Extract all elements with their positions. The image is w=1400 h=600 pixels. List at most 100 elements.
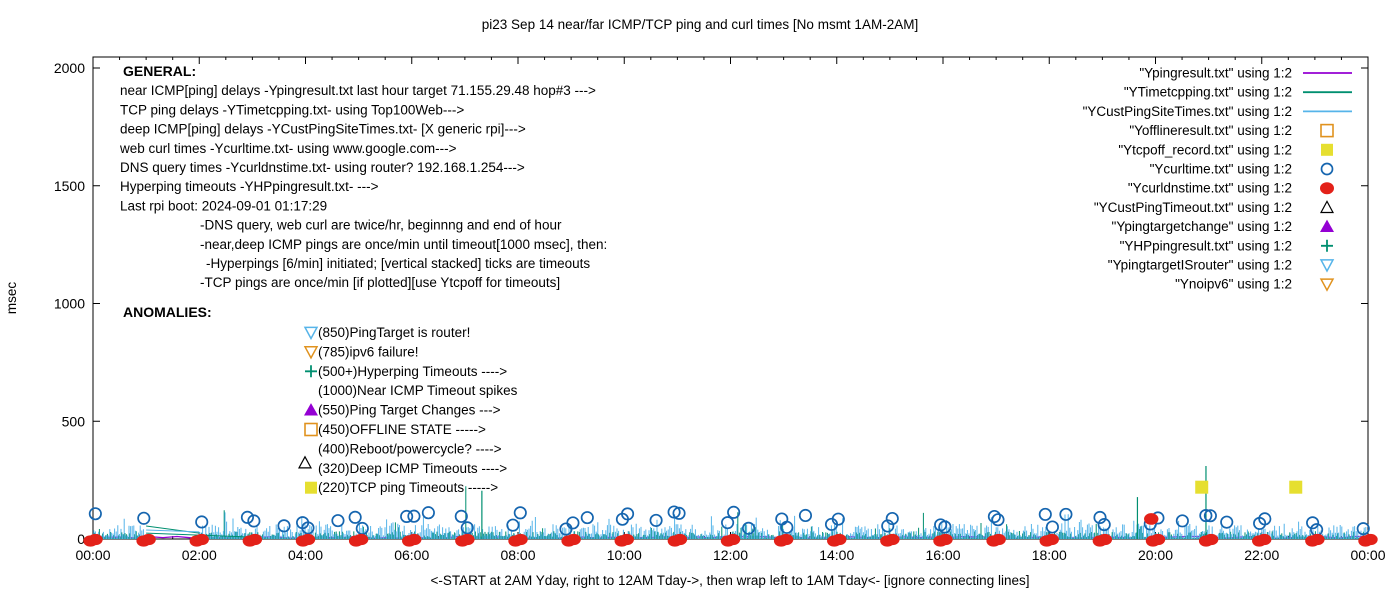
x-tick-label: 00:00 (1350, 547, 1385, 563)
anomaly-line: (785)ipv6 failure! (318, 344, 419, 359)
curl-time-point (938, 520, 952, 534)
legend-item-label: "Yofflineresult.txt" using 1:2 (1129, 123, 1292, 138)
general-line: DNS query times -Ycurldnstime.txt- using… (120, 160, 525, 175)
general-line: Last rpi boot: 2024-09-01 01:17:29 (120, 198, 327, 213)
dns-time-point (672, 533, 688, 546)
anomaly-marker (304, 403, 318, 416)
dns-time-point (991, 533, 1006, 546)
dns-time-point (353, 533, 369, 546)
curl-time-point (566, 516, 580, 530)
dns-time-point (1097, 533, 1113, 546)
anomaly-marker (304, 422, 318, 437)
legend-marker-sample (1319, 259, 1335, 273)
legend-item-label: "Ycurltime.txt" using 1:2 (1150, 162, 1292, 177)
x-tick-label: 10:00 (607, 547, 642, 563)
dns-time-point (1203, 533, 1219, 546)
y-tick-label: 500 (62, 413, 86, 429)
curl-time-point (1093, 510, 1107, 525)
curl-time-point (621, 507, 635, 521)
curl-time-point (247, 514, 261, 528)
curl-time-point (1199, 509, 1213, 523)
legend-item-label: "Ynoipv6" using 1:2 (1175, 277, 1292, 292)
y-tick-label: 0 (77, 531, 85, 547)
curl-time-point (137, 511, 151, 525)
y-tick-label: 2000 (54, 60, 85, 76)
legend-marker-sample (1320, 182, 1334, 195)
curl-time-point (454, 509, 468, 523)
anomaly-line: (550)Ping Target Changes ---> (318, 403, 501, 418)
curl-time-point (513, 506, 527, 520)
legend-marker-sample (1320, 162, 1334, 176)
tcp-timeout-point (1289, 480, 1303, 494)
x-tick-label: 16:00 (925, 547, 960, 563)
legend: "Ypingresult.txt" using 1:2 "YTimetcpping… (1083, 66, 1352, 292)
dns-time-outlier (1144, 513, 1159, 525)
curl-time-point (1038, 507, 1052, 521)
curl-time-point (506, 518, 520, 532)
curl-time-point (1203, 509, 1217, 523)
legend-marker-sample (1320, 219, 1334, 232)
legend-item-label: "YCustPingSiteTimes.txt" using 1:2 (1083, 104, 1292, 119)
x-tick-label: 18:00 (1032, 547, 1067, 563)
x-tick-label: 02:00 (182, 547, 217, 563)
curl-time-point (721, 516, 735, 530)
curl-time-point (240, 510, 254, 524)
dns-time-point (407, 533, 422, 546)
dns-time-point (725, 533, 741, 546)
curl-time-point (348, 510, 362, 524)
anomaly-marker (297, 455, 313, 469)
curl-time-point (1258, 512, 1272, 526)
legend-item-label: "YpingtargetISrouter" using 1:2 (1108, 258, 1292, 273)
dns-time-point (885, 533, 900, 546)
anomaly-line: (450)OFFLINE STATE -----> (318, 422, 486, 437)
curl-time-point (195, 515, 209, 529)
curl-time-point (775, 512, 789, 526)
dns-time-point (1363, 533, 1378, 546)
legend-marker-sample (1319, 200, 1335, 214)
curl-time-point (407, 509, 421, 523)
anomaly-marker (305, 365, 317, 378)
dns-time-point (1310, 533, 1325, 546)
curl-time-point (991, 513, 1005, 527)
curl-time-point (831, 512, 845, 526)
anomaly-marker (303, 326, 319, 341)
x-tick-label: 06:00 (394, 547, 429, 563)
x-tick-label: 22:00 (1244, 547, 1279, 563)
curl-time-point (649, 513, 663, 527)
anomaly-line: (320)Deep ICMP Timeouts ----> (318, 461, 507, 476)
general-line: deep ICMP[ping] delays -YCustPingSiteTim… (120, 122, 526, 137)
curl-time-point (881, 519, 895, 533)
dns-time-point (778, 533, 794, 546)
curl-time-point (780, 520, 794, 534)
chart-title: pi23 Sep 14 near/far ICMP/TCP ping and c… (482, 17, 918, 32)
general-line: -DNS query, web curl are twice/hr, begin… (200, 218, 562, 233)
y-tick-label: 1000 (54, 296, 85, 312)
curl-time-point (277, 519, 291, 533)
legend-item-label: "Ypingtargetchange" using 1:2 (1112, 219, 1292, 234)
y-tick-label: 1500 (54, 178, 85, 194)
curl-time-point (672, 506, 686, 520)
anomalies-heading: ANOMALIES: (123, 304, 212, 320)
curl-time-point (1220, 515, 1234, 529)
general-line: -near,deep ICMP pings are once/min until… (200, 237, 607, 252)
anomaly-line: (220)TCP ping Timeouts -----> (318, 480, 498, 495)
curl-time-point (301, 521, 315, 535)
curl-time-point (987, 509, 1001, 524)
dns-time-point (566, 533, 581, 546)
legend-marker-sample (1321, 239, 1333, 252)
dns-time-point (247, 533, 263, 546)
annotations-layer: GENERAL: near ICMP[ping] delays -Ypingres… (119, 63, 607, 495)
curl-time-point (742, 521, 756, 535)
dns-time-point (619, 533, 634, 546)
curl-time-point (1097, 518, 1111, 532)
x-axis-label: <-START at 2AM Yday, right to 12AM Tday-… (431, 573, 1030, 588)
dns-time-point (1257, 533, 1272, 546)
x-tick-label: 20:00 (1138, 547, 1173, 563)
x-tick-label: 12:00 (713, 547, 748, 563)
y-axis-label: msec (4, 282, 19, 315)
general-line: web curl times -Ycurltime.txt- using www… (119, 141, 457, 156)
gap-connector-line (146, 529, 200, 533)
tcp-timeout-point (1195, 480, 1209, 494)
